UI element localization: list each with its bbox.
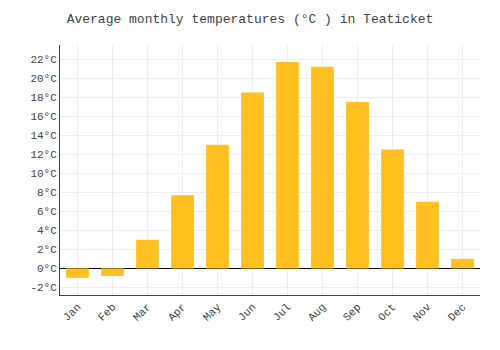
svg-text:Oct: Oct [376,301,398,323]
svg-text:Nov: Nov [411,301,434,324]
svg-text:16°C: 16°C [30,111,57,123]
svg-text:Jul: Jul [271,301,293,323]
svg-text:6°C: 6°C [37,206,57,218]
svg-text:Dec: Dec [446,301,468,323]
svg-text:20°C: 20°C [30,73,57,85]
svg-text:Jan: Jan [61,301,83,323]
svg-text:4°C: 4°C [37,225,57,237]
svg-text:May: May [201,301,224,324]
svg-text:10°C: 10°C [30,168,57,180]
svg-text:12°C: 12°C [30,149,57,161]
svg-text:8°C: 8°C [37,187,57,199]
svg-text:18°C: 18°C [30,92,57,104]
svg-text:Sep: Sep [341,301,363,323]
svg-text:Aug: Aug [306,301,328,323]
svg-text:Jun: Jun [236,301,258,323]
svg-text:Apr: Apr [166,301,188,323]
svg-text:22°C: 22°C [30,54,57,66]
svg-text:0°C: 0°C [37,263,57,275]
svg-text:-2°C: -2°C [30,282,57,294]
svg-text:2°C: 2°C [37,244,57,256]
svg-text:14°C: 14°C [30,130,57,142]
svg-text:Mar: Mar [131,301,153,323]
svg-text:Average monthly temperatures (: Average monthly temperatures (°C ) in Te… [67,12,434,27]
svg-text:Feb: Feb [96,301,118,323]
